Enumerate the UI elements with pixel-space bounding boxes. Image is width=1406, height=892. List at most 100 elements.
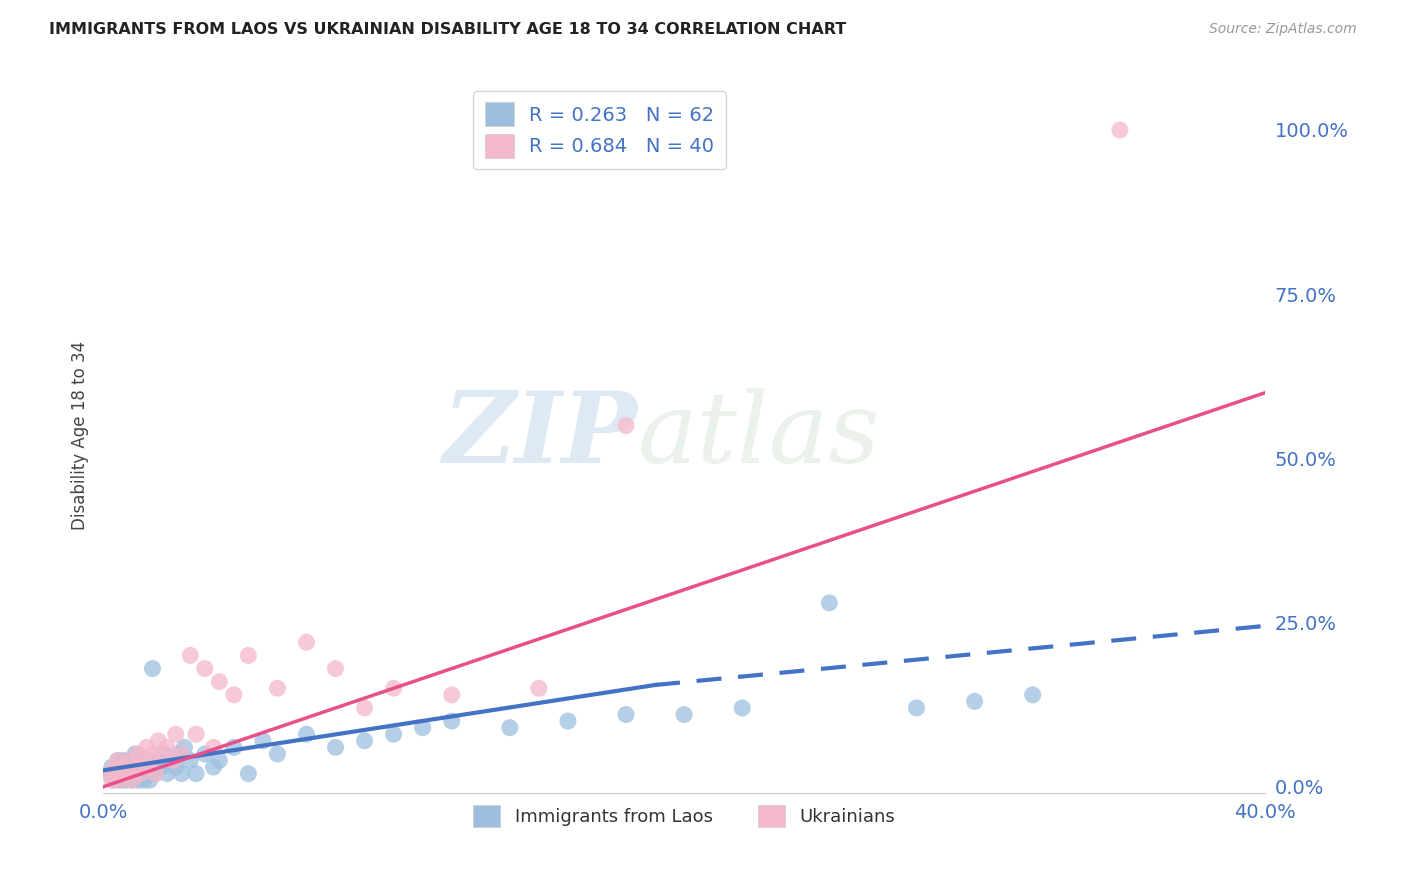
Point xyxy=(162,754,184,768)
Point xyxy=(440,688,463,702)
Point xyxy=(127,760,149,774)
Point xyxy=(112,760,135,774)
Point xyxy=(124,766,146,780)
Point xyxy=(165,760,187,774)
Point xyxy=(97,766,120,780)
Point xyxy=(614,418,637,433)
Point xyxy=(266,681,288,696)
Point xyxy=(148,754,170,768)
Point xyxy=(325,740,347,755)
Point xyxy=(132,773,155,788)
Point xyxy=(1108,123,1130,137)
Point xyxy=(440,714,463,728)
Point xyxy=(121,773,143,788)
Point xyxy=(104,773,127,788)
Point xyxy=(208,754,231,768)
Point xyxy=(112,766,135,780)
Point xyxy=(222,688,245,702)
Point xyxy=(202,740,225,755)
Point xyxy=(110,773,132,788)
Point xyxy=(905,701,928,715)
Point xyxy=(112,754,135,768)
Text: IMMIGRANTS FROM LAOS VS UKRAINIAN DISABILITY AGE 18 TO 34 CORRELATION CHART: IMMIGRANTS FROM LAOS VS UKRAINIAN DISABI… xyxy=(49,22,846,37)
Point xyxy=(121,760,143,774)
Text: Source: ZipAtlas.com: Source: ZipAtlas.com xyxy=(1209,22,1357,37)
Point xyxy=(614,707,637,722)
Point xyxy=(194,747,217,761)
Point xyxy=(107,766,129,780)
Point xyxy=(129,766,152,780)
Point xyxy=(266,747,288,761)
Point xyxy=(222,740,245,755)
Point xyxy=(132,760,155,774)
Point xyxy=(141,662,163,676)
Point xyxy=(499,721,522,735)
Point xyxy=(527,681,550,696)
Point xyxy=(557,714,579,728)
Point xyxy=(115,760,138,774)
Point xyxy=(170,766,193,780)
Point xyxy=(252,733,274,747)
Point xyxy=(325,662,347,676)
Point xyxy=(673,707,696,722)
Point xyxy=(115,766,138,780)
Point xyxy=(382,727,405,741)
Point xyxy=(412,721,434,735)
Point xyxy=(179,648,201,663)
Point xyxy=(153,747,176,761)
Point xyxy=(138,760,160,774)
Point xyxy=(1021,688,1043,702)
Point xyxy=(238,766,260,780)
Point xyxy=(148,733,170,747)
Point xyxy=(118,754,141,768)
Point xyxy=(129,754,152,768)
Point xyxy=(104,760,127,774)
Point xyxy=(150,760,173,774)
Point xyxy=(138,773,160,788)
Point xyxy=(184,766,207,780)
Point xyxy=(184,727,207,741)
Point xyxy=(731,701,754,715)
Point xyxy=(382,681,405,696)
Point xyxy=(818,596,841,610)
Y-axis label: Disability Age 18 to 34: Disability Age 18 to 34 xyxy=(72,341,89,530)
Point xyxy=(156,766,179,780)
Point xyxy=(167,747,190,761)
Point xyxy=(121,773,143,788)
Point xyxy=(132,754,155,768)
Point xyxy=(202,760,225,774)
Point xyxy=(194,662,217,676)
Point xyxy=(173,740,195,755)
Legend: Immigrants from Laos, Ukrainians: Immigrants from Laos, Ukrainians xyxy=(465,798,903,834)
Point xyxy=(118,754,141,768)
Point xyxy=(150,747,173,761)
Point xyxy=(145,766,167,780)
Point xyxy=(295,635,318,649)
Point xyxy=(110,773,132,788)
Point xyxy=(963,694,986,708)
Point xyxy=(165,727,187,741)
Point xyxy=(138,760,160,774)
Point xyxy=(135,766,157,780)
Point xyxy=(97,766,120,780)
Point xyxy=(124,747,146,761)
Point xyxy=(141,747,163,761)
Point xyxy=(107,754,129,768)
Text: atlas: atlas xyxy=(638,388,880,483)
Point xyxy=(110,760,132,774)
Point xyxy=(159,754,181,768)
Point xyxy=(118,766,141,780)
Point xyxy=(353,733,375,747)
Point xyxy=(107,754,129,768)
Point xyxy=(115,773,138,788)
Point xyxy=(179,754,201,768)
Text: ZIP: ZIP xyxy=(443,387,638,483)
Point xyxy=(170,747,193,761)
Point xyxy=(127,773,149,788)
Point xyxy=(135,754,157,768)
Point xyxy=(101,773,124,788)
Point xyxy=(127,747,149,761)
Point xyxy=(124,760,146,774)
Point xyxy=(135,740,157,755)
Point xyxy=(353,701,375,715)
